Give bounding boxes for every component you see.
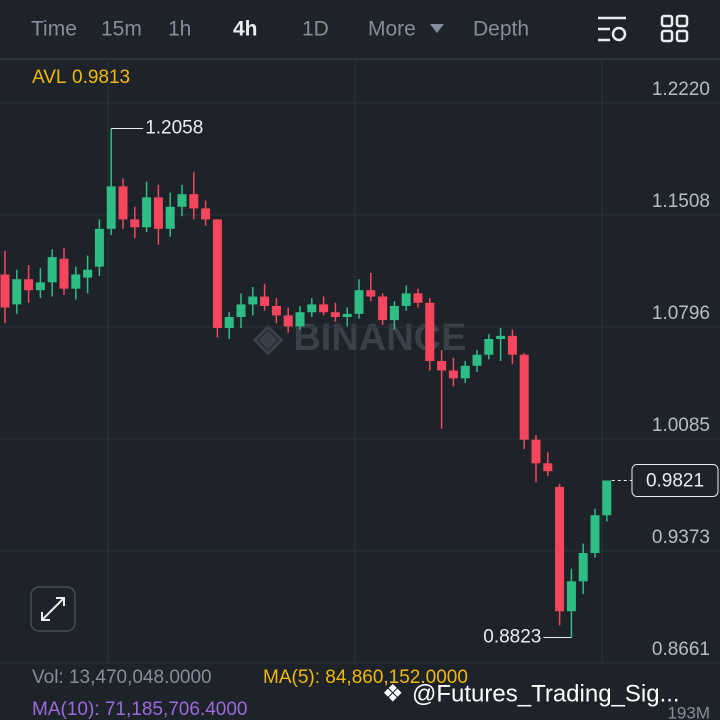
candle-body — [71, 274, 81, 289]
candle-body — [354, 290, 364, 314]
candle-body — [389, 305, 399, 321]
candle-body — [507, 335, 517, 355]
candle-body — [531, 439, 541, 464]
candle-body — [177, 194, 187, 207]
candle-body — [425, 302, 435, 362]
candle-body — [413, 293, 423, 303]
candle-body — [142, 197, 152, 228]
candle-body — [153, 197, 163, 229]
volume: Vol: 13,470,048.0000 — [32, 667, 212, 688]
y-tick-label: 0.8661 — [652, 639, 710, 660]
candle-body — [165, 206, 175, 229]
tab[interactable]: 1D — [302, 18, 329, 41]
expand-button[interactable] — [30, 586, 76, 632]
candle-body — [472, 354, 482, 366]
candle-body — [118, 186, 128, 220]
candle-body — [224, 316, 234, 328]
candle-body — [578, 553, 588, 582]
candle-body — [519, 354, 529, 440]
current-price: 0.9821 — [646, 470, 704, 491]
candle-body — [484, 338, 494, 355]
candle-body — [378, 296, 388, 321]
tab[interactable]: Time — [31, 18, 77, 41]
y-tick-label: 1.0796 — [652, 303, 710, 324]
candle-body — [83, 269, 93, 278]
candle-body — [130, 219, 140, 228]
candle-body — [566, 581, 576, 612]
candle-body — [330, 312, 340, 317]
candle-body — [460, 365, 470, 379]
y-tick-label: 1.1508 — [652, 191, 710, 212]
tab[interactable]: 4h — [233, 18, 258, 41]
volume-ma10: MA(10): 71,185,706.4000 — [32, 699, 248, 720]
candle-body — [47, 257, 57, 283]
candle-body — [212, 219, 222, 328]
candle-body — [24, 279, 34, 291]
dropdown-arrow — [430, 24, 444, 33]
candle-body — [342, 313, 352, 317]
settings-icon[interactable] — [598, 16, 627, 42]
candle-body — [590, 515, 600, 554]
candle-body — [448, 370, 458, 379]
avl-value: 0.9813 — [72, 67, 130, 88]
candle-body — [295, 312, 305, 327]
watermark: ❖ — [382, 680, 404, 707]
candle-body — [366, 290, 376, 297]
candle-body — [0, 274, 10, 308]
candle-body — [271, 305, 281, 316]
price-box — [631, 463, 719, 497]
tab[interactable]: Depth — [473, 18, 529, 41]
candle-body — [236, 304, 246, 317]
candle-body — [283, 315, 293, 327]
tab[interactable]: 15m — [101, 18, 142, 41]
watermark: @Futures_Trading_Sig... — [412, 680, 680, 707]
y-tick-label: 1.0085 — [652, 415, 710, 436]
layout-icon[interactable] — [660, 14, 689, 43]
avl-label: AVL — [32, 67, 67, 88]
tab[interactable]: More — [368, 18, 416, 41]
candle-body — [401, 293, 411, 306]
tab[interactable]: 1h — [168, 18, 191, 41]
candle-body — [319, 304, 329, 313]
candle-body — [35, 282, 45, 291]
candle-body — [307, 304, 317, 313]
candle-body — [12, 279, 22, 305]
candle-body — [94, 228, 104, 267]
volume-axis-label: 193M — [667, 703, 710, 720]
candle-body — [496, 335, 506, 339]
y-tick-label: 0.9373 — [652, 527, 710, 548]
volume-ma5: MA(5): 84,860,152.0000 — [263, 667, 468, 688]
candle-body — [106, 186, 116, 229]
candle-body — [201, 208, 211, 220]
candle-body — [437, 361, 447, 371]
candle-body — [602, 480, 612, 516]
high-label: 1.2058 — [145, 117, 203, 138]
candle-body — [260, 296, 270, 306]
candle-body — [248, 296, 258, 305]
y-tick-label: 1.2220 — [652, 79, 710, 100]
low-label: 0.8823 — [483, 627, 541, 648]
candle-body — [543, 463, 553, 472]
candle-body — [189, 194, 199, 209]
candle-body — [59, 258, 69, 289]
candle-body — [555, 486, 565, 612]
